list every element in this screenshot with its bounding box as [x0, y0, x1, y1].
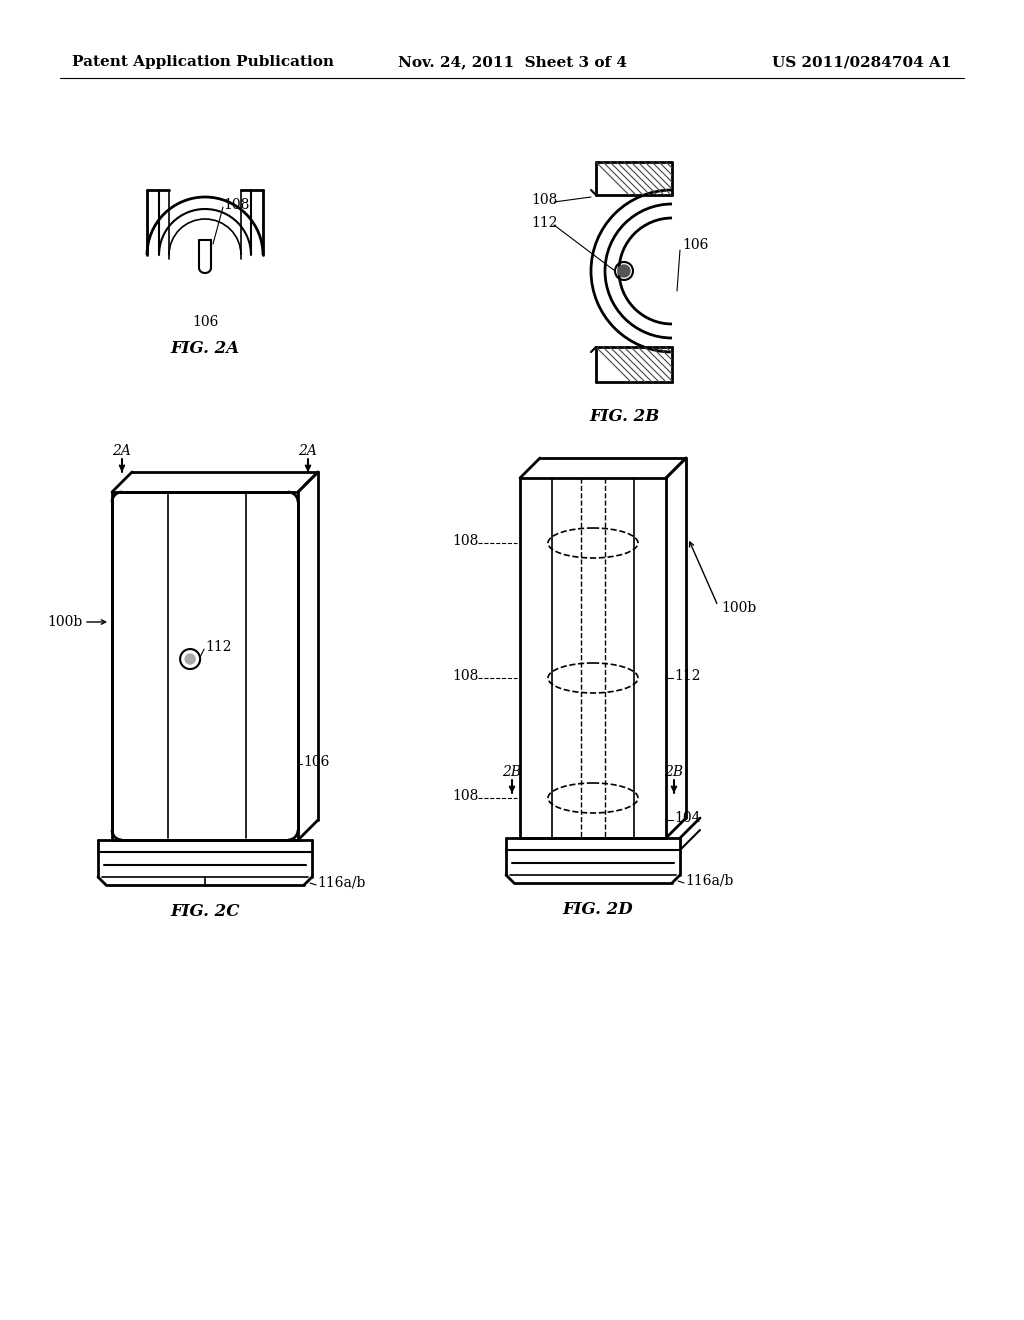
Text: Nov. 24, 2011  Sheet 3 of 4: Nov. 24, 2011 Sheet 3 of 4	[397, 55, 627, 69]
Text: Patent Application Publication: Patent Application Publication	[72, 55, 334, 69]
Text: FIG. 2D: FIG. 2D	[562, 902, 633, 917]
Text: US 2011/0284704 A1: US 2011/0284704 A1	[772, 55, 952, 69]
Text: 116a/b: 116a/b	[317, 876, 366, 890]
Text: FIG. 2C: FIG. 2C	[170, 903, 240, 920]
Text: 100b: 100b	[721, 601, 757, 615]
Text: 106: 106	[191, 315, 218, 329]
Text: 112: 112	[531, 216, 557, 230]
Text: 108: 108	[452, 535, 478, 548]
Text: 2B: 2B	[503, 766, 521, 779]
Text: 108: 108	[531, 193, 557, 207]
Text: 106: 106	[303, 755, 330, 770]
Text: 106: 106	[682, 238, 709, 252]
Text: FIG. 2A: FIG. 2A	[170, 341, 240, 356]
Text: 104: 104	[674, 810, 700, 825]
Text: 2A: 2A	[299, 444, 317, 458]
Text: 108: 108	[223, 198, 250, 213]
Text: 108: 108	[452, 789, 478, 803]
Text: 112: 112	[205, 640, 231, 653]
Text: 108: 108	[452, 669, 478, 682]
Text: 2A: 2A	[113, 444, 131, 458]
Text: 2B: 2B	[665, 766, 684, 779]
Circle shape	[618, 265, 630, 277]
Text: 112: 112	[674, 669, 700, 682]
Text: 116a/b: 116a/b	[685, 874, 733, 888]
Circle shape	[185, 653, 196, 664]
Text: 100b: 100b	[47, 615, 82, 630]
Text: FIG. 2B: FIG. 2B	[590, 408, 660, 425]
